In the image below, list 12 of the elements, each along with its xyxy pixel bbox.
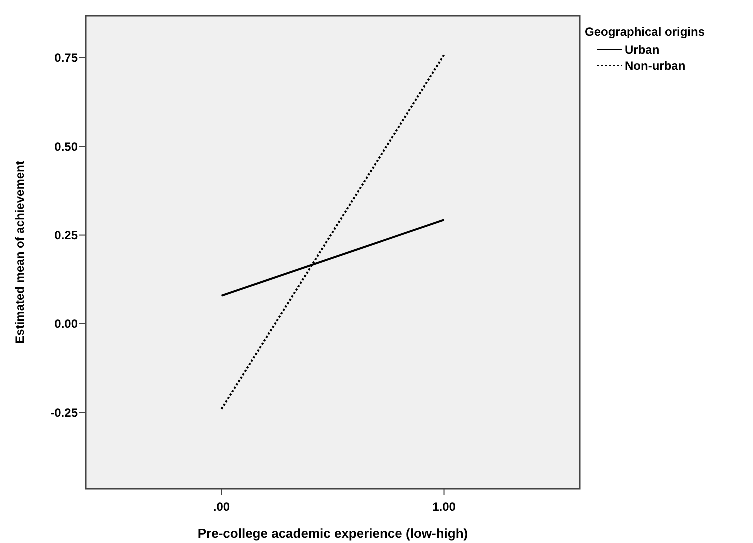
y-tick-label: 0.50 xyxy=(54,140,78,154)
legend-label: Non-urban xyxy=(625,59,686,74)
y-tick-label: -0.25 xyxy=(50,406,78,420)
y-tick-label: 0.25 xyxy=(54,228,78,242)
y-axis-title: Estimated mean of achievement xyxy=(13,161,27,344)
y-tick-label: 0.00 xyxy=(54,317,78,332)
x-axis-title: Pre-college academic experience (low-high) xyxy=(198,526,468,541)
y-tick-label: 0.75 xyxy=(54,51,78,66)
legend-title: Geographical origins xyxy=(585,25,706,39)
x-tick-label: .00 xyxy=(213,500,230,514)
x-tick-label: 1.00 xyxy=(432,500,456,514)
legend-label: Urban xyxy=(625,43,660,58)
